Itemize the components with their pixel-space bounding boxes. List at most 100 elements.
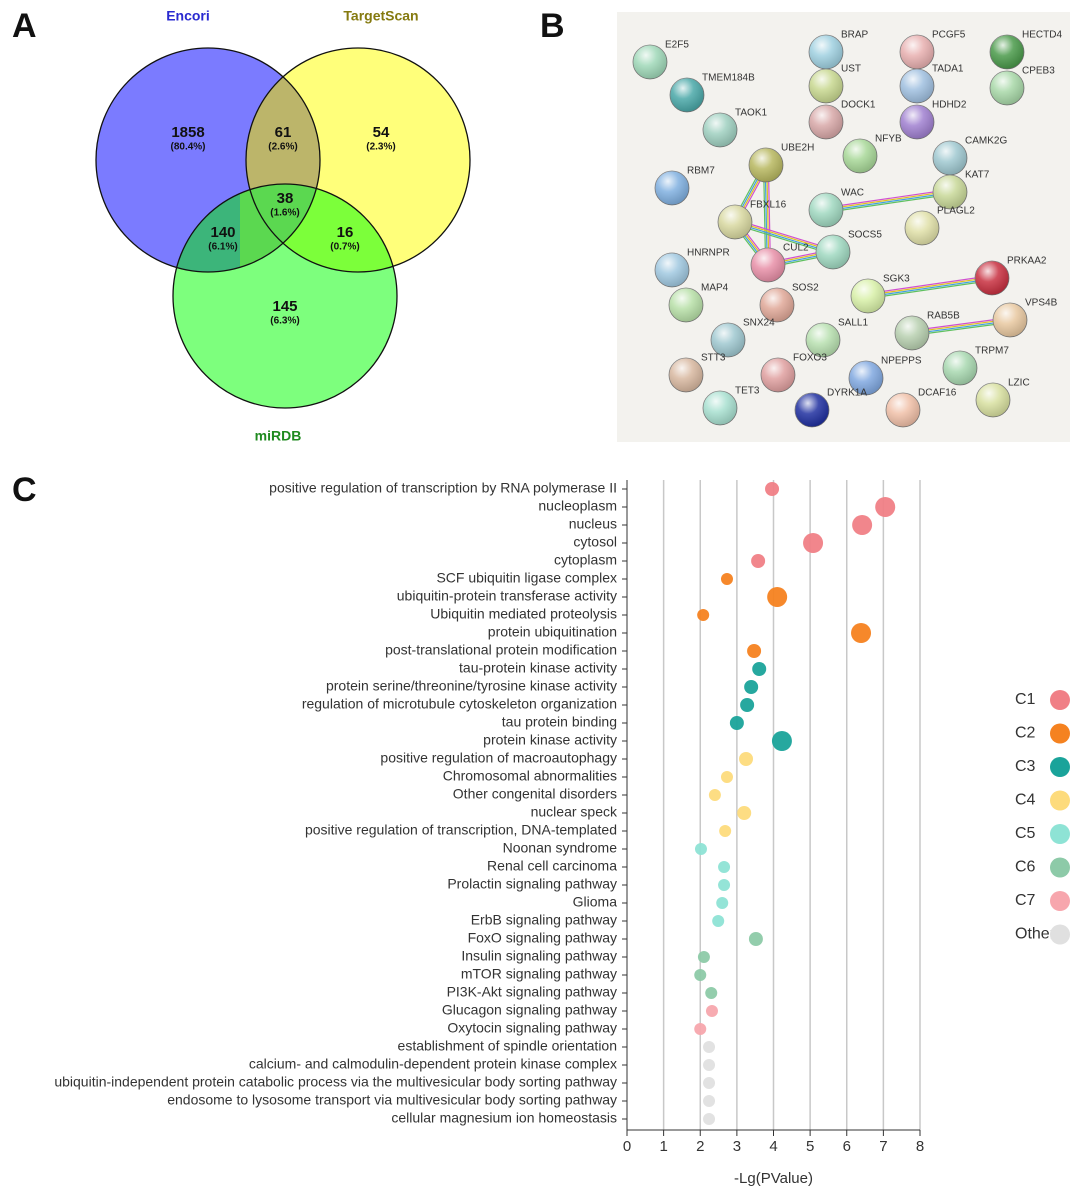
dot [719, 825, 732, 837]
y-tick-label: Noonan syndrome [503, 840, 618, 856]
node-gloss [655, 253, 689, 287]
y-tick-label: tau protein binding [502, 714, 617, 730]
dot [694, 843, 707, 855]
node-label: SOS2 [792, 283, 819, 294]
venn-overlap [173, 184, 320, 272]
node-label: CUL2 [783, 243, 809, 254]
y-tick-label: tau-protein kinase activity [459, 660, 617, 676]
node-gloss [809, 193, 843, 227]
y-tick-label: endosome to lysosome transport via multi… [167, 1092, 617, 1108]
dot [765, 482, 780, 496]
x-tick-label: 5 [806, 1138, 814, 1155]
y-tick-label: ErbB signaling pathway [471, 912, 617, 928]
node-label: FBXL16 [750, 200, 787, 211]
dot [737, 806, 752, 820]
legend-label: C4 [1015, 792, 1036, 809]
venn-overlap [246, 184, 397, 272]
node-label: DYRK1A [827, 388, 867, 399]
node-gloss [633, 45, 667, 79]
node-gloss [900, 35, 934, 69]
node-label: PRKAA2 [1007, 256, 1047, 267]
venn-count: 145 [272, 298, 297, 315]
venn-set-label: miRDB [255, 428, 302, 444]
node-gloss [703, 113, 737, 147]
venn-percent: (1.6%) [270, 208, 299, 219]
y-tick-label: ubiquitin-independent protein catabolic … [54, 1074, 617, 1090]
venn-percent: (0.7%) [330, 242, 359, 253]
node-gloss [895, 316, 929, 350]
node-label: BRAP [841, 30, 869, 41]
venn-set-label: TargetScan [343, 8, 418, 24]
legend-marker [1050, 757, 1070, 777]
dot [718, 879, 731, 891]
node-label: E2F5 [665, 40, 689, 51]
node-gloss [809, 69, 843, 103]
node-label: HDHD2 [932, 100, 967, 111]
venn-count: 140 [210, 224, 235, 241]
edge [826, 192, 951, 212]
venn-count: 1858 [171, 124, 204, 141]
node-label: STT3 [701, 353, 726, 364]
node-gloss [816, 235, 850, 269]
dot [703, 1095, 716, 1107]
y-tick-label: SCF ubiquitin ligase complex [436, 570, 617, 586]
y-tick-label: calcium- and calmodulin-dependent protei… [249, 1056, 617, 1072]
node-gloss [809, 105, 843, 139]
node-gloss [669, 288, 703, 322]
venn-percent: (6.1%) [208, 242, 237, 253]
node-gloss [669, 358, 703, 392]
venn-overlap-fill [173, 184, 320, 272]
venn-percent: (6.3%) [270, 316, 299, 327]
dot [739, 752, 754, 766]
x-tick-label: 7 [879, 1138, 887, 1155]
y-tick-label: protein ubiquitination [488, 624, 617, 640]
y-tick-label: cytosol [573, 534, 617, 550]
venn-percent: (2.3%) [366, 142, 395, 153]
y-tick-label: Glioma [573, 894, 618, 910]
node-label: HNRNPR [687, 248, 730, 259]
venn-percent: (80.4%) [170, 142, 205, 153]
dot [720, 771, 733, 783]
y-tick-label: establishment of spindle orientation [398, 1038, 617, 1054]
node-gloss [943, 351, 977, 385]
y-tick-label: PI3K-Akt signaling pathway [447, 984, 617, 1000]
dot [703, 1041, 716, 1053]
y-tick-label: cytoplasm [554, 552, 617, 568]
dot [740, 698, 755, 712]
x-tick-label: 1 [659, 1138, 667, 1155]
y-tick-label: Chromosomal abnormalities [443, 768, 617, 784]
node-label: SOCS5 [848, 230, 882, 241]
node-gloss [760, 288, 794, 322]
y-tick-label: post-translational protein modification [385, 642, 617, 658]
node-label: DOCK1 [841, 100, 876, 111]
dot [712, 915, 725, 927]
node-gloss [933, 175, 967, 209]
y-tick-label: nucleus [569, 516, 617, 532]
y-tick-label: cellular magnesium ion homeostasis [391, 1110, 617, 1126]
y-tick-label: nucleoplasm [538, 498, 617, 514]
dot [708, 789, 721, 801]
node-label: TADA1 [932, 64, 964, 75]
venn-overlap-fill [246, 184, 397, 272]
node-label: LZIC [1008, 378, 1030, 389]
x-tick-label: 2 [696, 1138, 704, 1155]
network: E2F5 TMEM184B BRAP PCGF5 HECTD4 UST TADA1 CPEB3… [632, 30, 1062, 428]
node-label: VPS4B [1025, 298, 1058, 309]
dot [703, 1059, 716, 1071]
y-tick-label: Glucagon signaling pathway [442, 1002, 617, 1018]
node-label: SGK3 [883, 274, 910, 285]
node-label: UBE2H [781, 143, 814, 154]
dot [747, 644, 762, 658]
legend-marker [1050, 690, 1070, 710]
x-tick-label: 8 [916, 1138, 924, 1155]
venn-count: 61 [275, 124, 292, 141]
y-tick-label: nuclear speck [531, 804, 618, 820]
edge [868, 278, 993, 298]
dot [748, 932, 763, 946]
node-label: PCGF5 [932, 30, 966, 41]
y-tick-label: Renal cell carcinoma [487, 858, 617, 874]
y-tick-label: mTOR signaling pathway [461, 966, 617, 982]
node-gloss [933, 141, 967, 175]
legend-marker [1050, 790, 1070, 811]
legend-label: C3 [1015, 758, 1036, 775]
